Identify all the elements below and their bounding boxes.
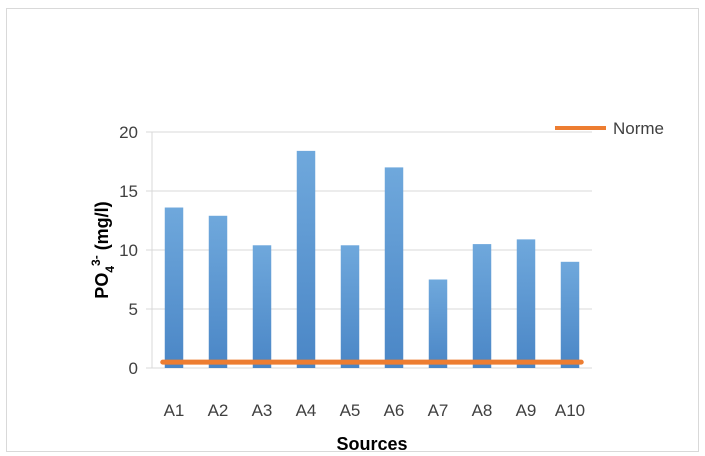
y-tick-label: 10 xyxy=(119,241,138,260)
y-axis-title-base: PO xyxy=(92,273,112,299)
x-tick-label: A5 xyxy=(340,401,361,420)
x-tick-label: A6 xyxy=(384,401,405,420)
y-tick-label: 5 xyxy=(129,300,138,319)
x-tick-label: A3 xyxy=(252,401,273,420)
bar-A9 xyxy=(516,239,536,368)
legend: Norme xyxy=(555,119,664,138)
y-axis-title: PO43- (mg/l) xyxy=(89,201,117,298)
x-tick-label: A7 xyxy=(428,401,449,420)
bar-A7 xyxy=(428,279,448,368)
x-axis-ticks: A1 A2 A3 A4 A5 A6 A7 A8 A9 A10 xyxy=(164,401,586,420)
y-axis-title-sub: 4 xyxy=(103,266,117,273)
y-tick-label: 15 xyxy=(119,182,138,201)
y-axis-title-unit: (mg/l) xyxy=(92,201,112,255)
y-tick-label: 0 xyxy=(129,359,138,378)
x-tick-label: A8 xyxy=(472,401,493,420)
y-axis-ticks: 0 5 10 15 20 xyxy=(119,123,138,378)
bar-A4 xyxy=(296,150,316,368)
x-tick-label: A2 xyxy=(208,401,229,420)
x-tick-label: A9 xyxy=(516,401,537,420)
bar-A10 xyxy=(560,261,580,368)
x-tick-label: A1 xyxy=(164,401,185,420)
x-axis-title: Sources xyxy=(336,434,407,454)
x-tick-label: A10 xyxy=(555,401,585,420)
bar-A6 xyxy=(384,167,404,368)
bar-A8 xyxy=(472,244,492,368)
bar-A1 xyxy=(164,207,184,368)
x-tick-label: A4 xyxy=(296,401,317,420)
bar-A5 xyxy=(340,245,360,368)
y-tick-label: 20 xyxy=(119,123,138,142)
bar-A2 xyxy=(208,215,228,368)
bar-A3 xyxy=(252,245,272,368)
chart-frame xyxy=(6,8,699,452)
legend-label-norme: Norme xyxy=(613,119,664,138)
y-axis-title-sup: 3- xyxy=(89,255,103,266)
bar-series xyxy=(164,150,580,368)
